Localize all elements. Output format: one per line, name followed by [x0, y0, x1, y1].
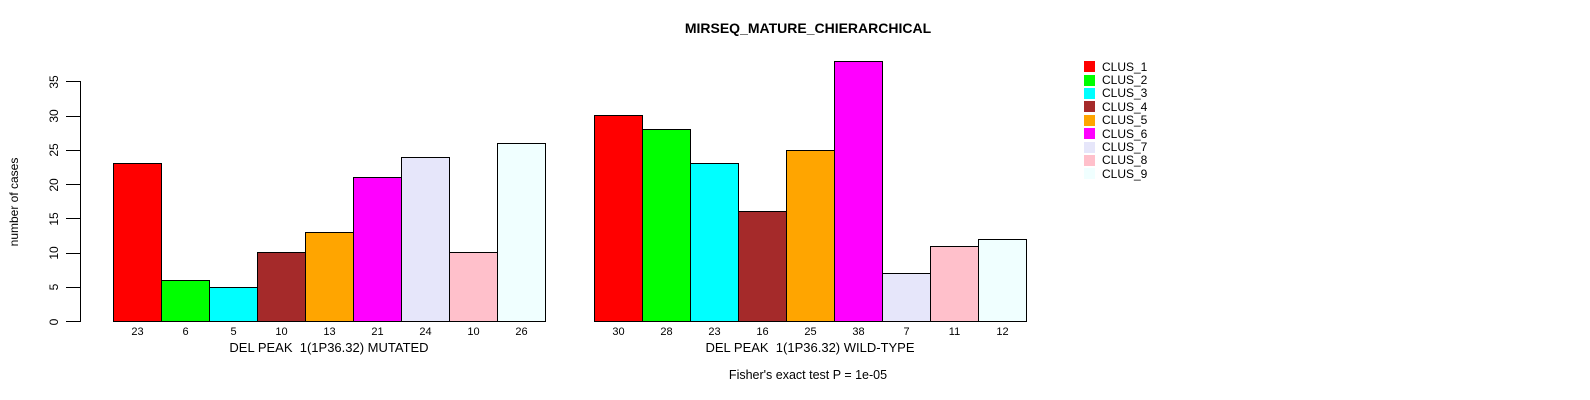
legend-swatch-icon — [1084, 168, 1095, 180]
legend-item-clus_3: CLUS_3 — [1084, 86, 1148, 101]
legend-item-clus_6: CLUS_6 — [1084, 126, 1148, 141]
legend-item-clus_2: CLUS_2 — [1084, 73, 1148, 88]
y-axis-tick — [66, 115, 80, 117]
fisher-test-annotation: Fisher's exact test P = 1e-05 — [728, 368, 888, 382]
legend-swatch-icon — [1084, 101, 1095, 113]
x-axis-label-mutated: DEL PEAK 1(1P36.32) MUTATED — [229, 340, 429, 355]
bar-clus_8 — [930, 246, 979, 322]
legend-label: CLUS_3 — [1102, 86, 1148, 101]
bar-value-label: 7 — [903, 326, 910, 338]
y-axis-tick-label: 0 — [47, 318, 61, 325]
legend-label: CLUS_6 — [1102, 126, 1148, 141]
y-axis-line — [80, 81, 81, 322]
bar-value-label: 30 — [612, 326, 625, 338]
bar-clus_7 — [882, 273, 931, 322]
bar-clus_8 — [449, 252, 498, 322]
bar-clus_5 — [786, 150, 835, 322]
legend-swatch-icon — [1084, 154, 1095, 166]
legend-label: CLUS_9 — [1102, 166, 1148, 181]
legend-label: CLUS_8 — [1102, 153, 1148, 168]
y-axis-tick-label: 30 — [47, 109, 61, 123]
legend-item-clus_4: CLUS_4 — [1084, 99, 1148, 114]
legend-label: CLUS_5 — [1102, 113, 1148, 128]
chart-title: MIRSEQ_MATURE_CHIERARCHICAL — [684, 20, 932, 36]
legend-label: CLUS_1 — [1102, 59, 1148, 74]
bar-clus_4 — [257, 252, 306, 322]
legend-swatch-icon — [1084, 141, 1095, 153]
bar-value-label: 38 — [852, 326, 865, 338]
bar-value-label: 6 — [182, 326, 189, 338]
legend-label: CLUS_2 — [1102, 73, 1148, 88]
y-axis-tick — [66, 321, 80, 322]
bar-clus_2 — [642, 129, 691, 322]
bar-value-label: 10 — [275, 326, 288, 338]
y-axis-tick — [66, 81, 80, 83]
bar-value-label: 23 — [131, 326, 144, 338]
y-axis-tick-label: 5 — [47, 283, 61, 291]
legend-item-clus_5: CLUS_5 — [1084, 113, 1148, 128]
y-axis-tick-label: 35 — [47, 75, 61, 89]
bar-clus_1 — [113, 163, 162, 322]
bar-clus_9 — [978, 239, 1027, 322]
legend-swatch-icon — [1084, 87, 1095, 99]
bar-value-label: 28 — [660, 326, 673, 338]
legend-item-clus_9: CLUS_9 — [1084, 166, 1148, 181]
legend: CLUS_1 CLUS_2 CLUS_3 CLUS_4 CLUS_5 CLUS_6 CLUS… — [1084, 60, 1147, 181]
y-axis-tick-label: 10 — [47, 246, 61, 260]
y-axis-tick-label: 25 — [47, 143, 61, 157]
bar-value-label: 16 — [756, 326, 769, 338]
y-axis-tick-label: 15 — [47, 212, 61, 226]
legend-item-clus_7: CLUS_7 — [1084, 140, 1148, 155]
y-axis-tick — [66, 149, 80, 151]
bar-value-label: 13 — [323, 326, 336, 338]
bar-clus_6 — [353, 177, 402, 322]
y-axis-label: number of cases — [7, 157, 21, 247]
bar-value-label: 10 — [467, 326, 480, 338]
bar-clus_1 — [594, 115, 643, 322]
bar-clus_6 — [834, 61, 883, 322]
bar-clus_3 — [690, 163, 739, 322]
legend-label: CLUS_7 — [1102, 140, 1148, 155]
y-axis-tick — [66, 252, 80, 254]
x-axis-label-wildtype: DEL PEAK 1(1P36.32) WILD-TYPE — [705, 340, 915, 355]
legend-item-clus_1: CLUS_1 — [1084, 59, 1148, 74]
bar-value-label: 5 — [230, 326, 237, 338]
bar-value-label: 21 — [371, 326, 384, 338]
bar-clus_9 — [497, 143, 546, 322]
bar-clus_5 — [305, 232, 354, 322]
legend-swatch-icon — [1084, 74, 1095, 86]
legend-swatch-icon — [1084, 114, 1095, 126]
legend-swatch-icon — [1084, 128, 1095, 140]
legend-swatch-icon — [1084, 61, 1095, 73]
bar-clus_4 — [738, 211, 787, 322]
bar-value-label: 12 — [996, 326, 1009, 338]
bar-value-label: 24 — [419, 326, 432, 338]
y-axis-tick — [66, 218, 80, 220]
bar-clus_3 — [209, 287, 258, 322]
bar-value-label: 25 — [804, 326, 817, 338]
legend-label: CLUS_4 — [1102, 99, 1148, 114]
bar-value-label: 23 — [708, 326, 721, 338]
bar-clus_2 — [161, 280, 210, 322]
legend-item-clus_8: CLUS_8 — [1084, 153, 1148, 168]
y-axis-tick — [66, 286, 80, 288]
bar-clus_7 — [401, 157, 450, 322]
bar-value-label: 26 — [515, 326, 528, 338]
y-axis-tick — [66, 184, 80, 185]
y-axis-tick-label: 20 — [47, 177, 61, 192]
bar-value-label: 11 — [948, 326, 961, 338]
